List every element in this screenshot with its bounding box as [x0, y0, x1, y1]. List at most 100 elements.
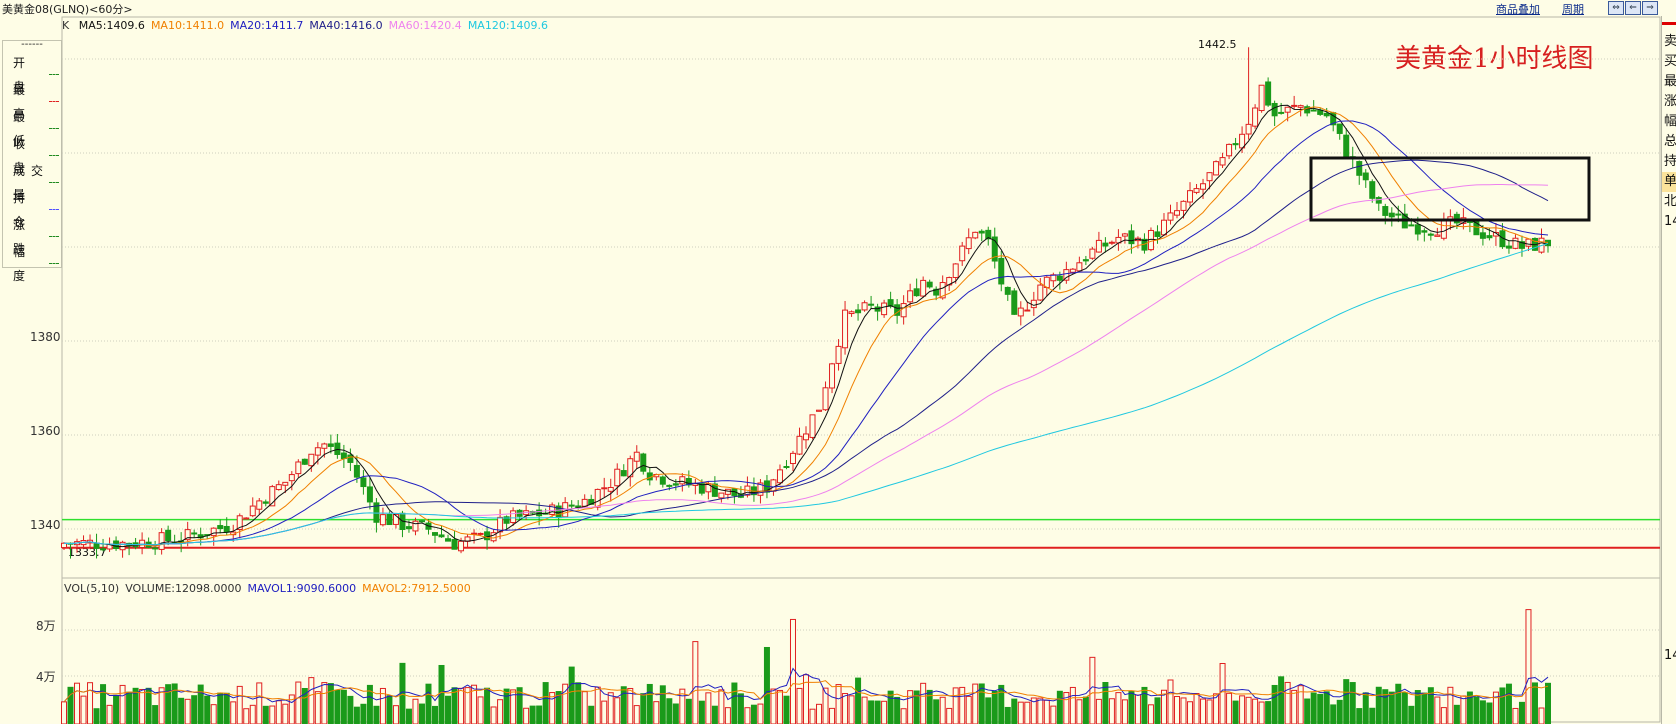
candle-body: [1408, 224, 1415, 227]
quote-pct: 幅: [1664, 114, 1676, 129]
volume-bar: [301, 688, 308, 724]
candle-body: [392, 513, 399, 525]
candle-body: [1414, 224, 1421, 235]
candle-body: [106, 543, 113, 550]
volume-legend-item: VOLUME:12098.0000: [125, 582, 242, 595]
candle-body: [1160, 219, 1167, 236]
volume-bar: [197, 684, 204, 724]
candle-body: [705, 483, 712, 493]
candle-body: [516, 509, 523, 517]
candle-body: [581, 498, 588, 507]
candle-body: [464, 536, 471, 542]
volume-bar: [399, 662, 406, 724]
volume-bar: [458, 687, 465, 724]
volume-bar: [1278, 676, 1285, 724]
volume-bar: [672, 703, 679, 724]
volume-bar: [1310, 692, 1317, 724]
candle-body: [542, 512, 549, 515]
volume-bar: [308, 677, 315, 724]
volume-bar: [770, 688, 777, 724]
candle-body: [1427, 233, 1434, 236]
ma-legend-item: MA5:1409.6: [78, 19, 145, 32]
volume-bar: [835, 684, 842, 724]
volume-bar: [731, 682, 738, 724]
candle-body: [301, 458, 308, 465]
minimize-icon[interactable]: ⇐: [1625, 1, 1641, 15]
candle-body: [1434, 234, 1441, 237]
candle-body: [1200, 183, 1207, 190]
candle-body: [275, 484, 282, 491]
volume-bar: [1265, 701, 1272, 724]
volume-bar: [659, 685, 666, 724]
maximize-icon[interactable]: ⇒: [1642, 1, 1658, 15]
volume-bar: [1154, 697, 1161, 724]
volume-bar: [340, 689, 347, 724]
volume-bar: [1102, 682, 1109, 724]
volume-bar: [653, 701, 660, 724]
candle-body: [627, 458, 634, 478]
candle-body: [1401, 213, 1408, 229]
ma-line: [63, 120, 1549, 546]
candle-body: [868, 303, 875, 306]
volume-bar: [379, 687, 386, 724]
candle-body: [555, 505, 562, 519]
candle-body: [672, 483, 679, 486]
volume-bar: [113, 694, 120, 724]
volume-bar: [1043, 699, 1050, 724]
ma-legend-item: MA40:1416.0: [309, 19, 383, 32]
candle-body: [523, 510, 530, 516]
candle-body: [998, 257, 1005, 285]
volume-bar: [698, 700, 705, 724]
volume-bar: [887, 690, 894, 724]
volume-bar: [87, 682, 94, 724]
volume-bar: [718, 689, 725, 724]
restore-icon[interactable]: ⇔: [1608, 1, 1624, 15]
volume-bar: [607, 692, 614, 724]
candle-body: [731, 488, 738, 496]
candle-body: [327, 443, 334, 447]
volume-bar: [464, 687, 471, 724]
candle-body: [724, 488, 731, 495]
volume-bar: [705, 692, 712, 724]
consolidation-box: [1309, 156, 1591, 222]
mavol1-line: [63, 667, 1549, 704]
volume-bar: [503, 688, 510, 724]
candle-body: [451, 539, 458, 550]
volume-bar: [145, 687, 152, 724]
candle-body: [503, 516, 510, 524]
high-label: 1442.5: [1198, 38, 1237, 51]
candle-body: [1037, 284, 1044, 301]
candle-body: [1486, 235, 1493, 239]
period-button[interactable]: 周期: [1562, 3, 1584, 16]
candle-body: [1310, 109, 1317, 112]
candle-body: [920, 279, 927, 297]
y-tick-1360: 1360: [30, 424, 61, 438]
ma-legend-item: MA20:1411.7: [230, 19, 304, 32]
candle-body: [197, 534, 204, 539]
candle-body: [1213, 161, 1220, 176]
sidebar-item-low: 最低: [3, 105, 61, 148]
volume-bar: [1545, 682, 1551, 724]
overlay-commodity-button[interactable]: 商品叠加: [1496, 3, 1540, 16]
candle-body: [1538, 237, 1545, 253]
candle-body: [288, 474, 295, 482]
volume-bar: [978, 683, 985, 724]
volume-bar: [217, 692, 224, 724]
volume-bar: [1427, 687, 1434, 724]
candle-body: [113, 540, 120, 550]
volume-bar: [1037, 697, 1044, 724]
volume-bar: [67, 686, 74, 724]
candle-body: [126, 542, 133, 547]
candle-body: [1291, 104, 1298, 107]
volume-bar: [1200, 698, 1207, 724]
volume-bar: [1206, 699, 1213, 724]
volume-bar: [236, 685, 243, 724]
volume-bar: [594, 686, 601, 724]
grid-lines: [61, 16, 1661, 723]
candle-body: [347, 454, 354, 463]
volume-bar: [1434, 696, 1441, 724]
candle-body: [484, 531, 491, 541]
volume-bar: [933, 699, 940, 724]
candle-body: [1245, 123, 1252, 135]
volume-bar: [165, 684, 172, 724]
